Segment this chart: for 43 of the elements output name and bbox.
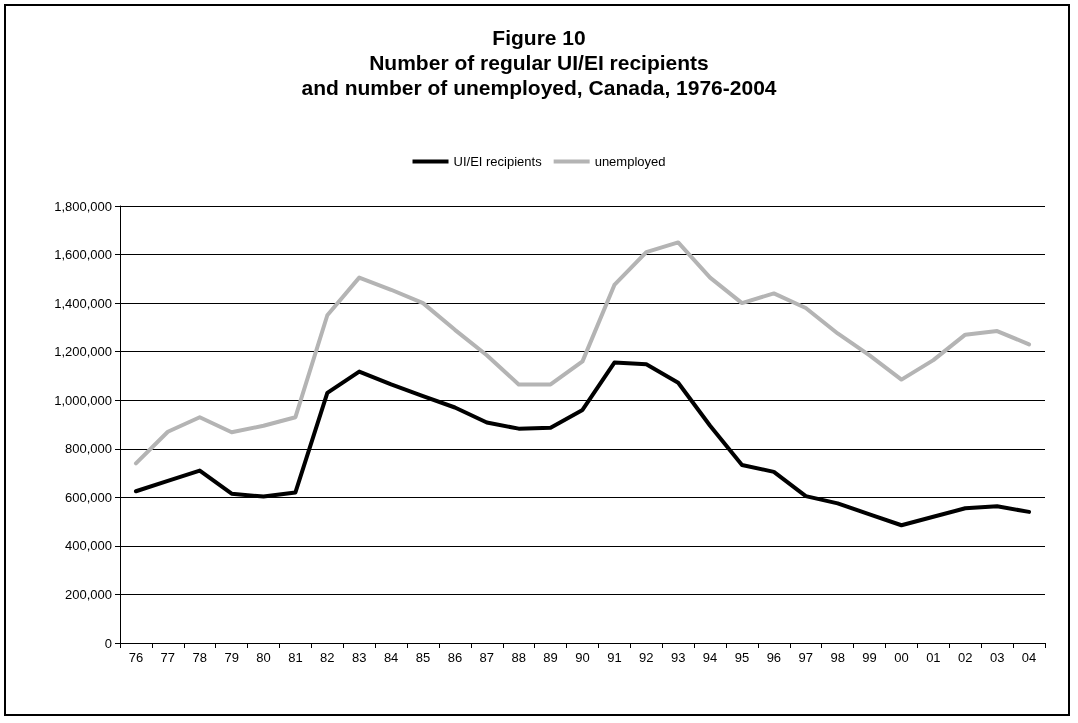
y-tick-label: 400,000 xyxy=(65,538,112,554)
x-tick-label: 01 xyxy=(926,650,941,665)
y-tick-label: 200,000 xyxy=(65,586,112,602)
x-tick-label: 79 xyxy=(224,650,239,665)
y-tick-label: 1,200,000 xyxy=(54,344,112,360)
x-tick-label: 88 xyxy=(511,650,526,665)
x-tick-label: 93 xyxy=(670,650,686,665)
x-tick-label: 98 xyxy=(830,650,845,665)
x-tick-label: 87 xyxy=(479,650,495,665)
x-tick-label: 78 xyxy=(192,650,207,665)
x-tick-label: 00 xyxy=(894,650,909,665)
x-tick-label: 91 xyxy=(607,650,622,665)
legend-label: unemployed xyxy=(594,154,666,169)
x-tick-label: 90 xyxy=(575,650,590,665)
y-tick-label: 1,400,000 xyxy=(54,295,112,311)
x-tick-label: 95 xyxy=(734,650,750,665)
x-tick-label: 84 xyxy=(383,650,399,665)
x-tick-label: 92 xyxy=(639,650,654,665)
x-tick-label: 82 xyxy=(320,650,335,665)
y-tick-label: 1,000,000 xyxy=(54,392,112,408)
y-tick-label: 800,000 xyxy=(65,441,112,457)
x-tick-label: 83 xyxy=(351,650,367,665)
chart-title: Figure 10 Number of regular UI/EI recipients and number of unemployed, Canada, 1976-2004 xyxy=(301,26,777,99)
x-tick-label: 04 xyxy=(1021,650,1037,665)
x-tick-label: 86 xyxy=(447,650,463,665)
x-tick-label: 97 xyxy=(798,650,814,665)
legend-label: UI/EI recipients xyxy=(453,154,543,169)
x-tick-label: 02 xyxy=(958,650,973,665)
x-tick-label: 85 xyxy=(415,650,431,665)
x-tick-label: 89 xyxy=(543,650,558,665)
x-tick-label: 03 xyxy=(989,650,1005,665)
x-tick-label: 80 xyxy=(256,650,271,665)
x-tick-label: 76 xyxy=(128,650,144,665)
x-tick-label: 81 xyxy=(288,650,303,665)
y-tick-label: 1,600,000 xyxy=(54,247,112,263)
line-series xyxy=(133,240,1032,466)
x-tick-label: 99 xyxy=(862,650,877,665)
x-tick-label: 77 xyxy=(160,650,176,665)
x-tick-label: 94 xyxy=(702,650,718,665)
y-tick-label: 600,000 xyxy=(65,489,112,505)
y-tick-label: 0 xyxy=(104,635,112,651)
y-tick-label: 1,800,000 xyxy=(54,198,112,214)
x-tick-label: 96 xyxy=(766,650,782,665)
